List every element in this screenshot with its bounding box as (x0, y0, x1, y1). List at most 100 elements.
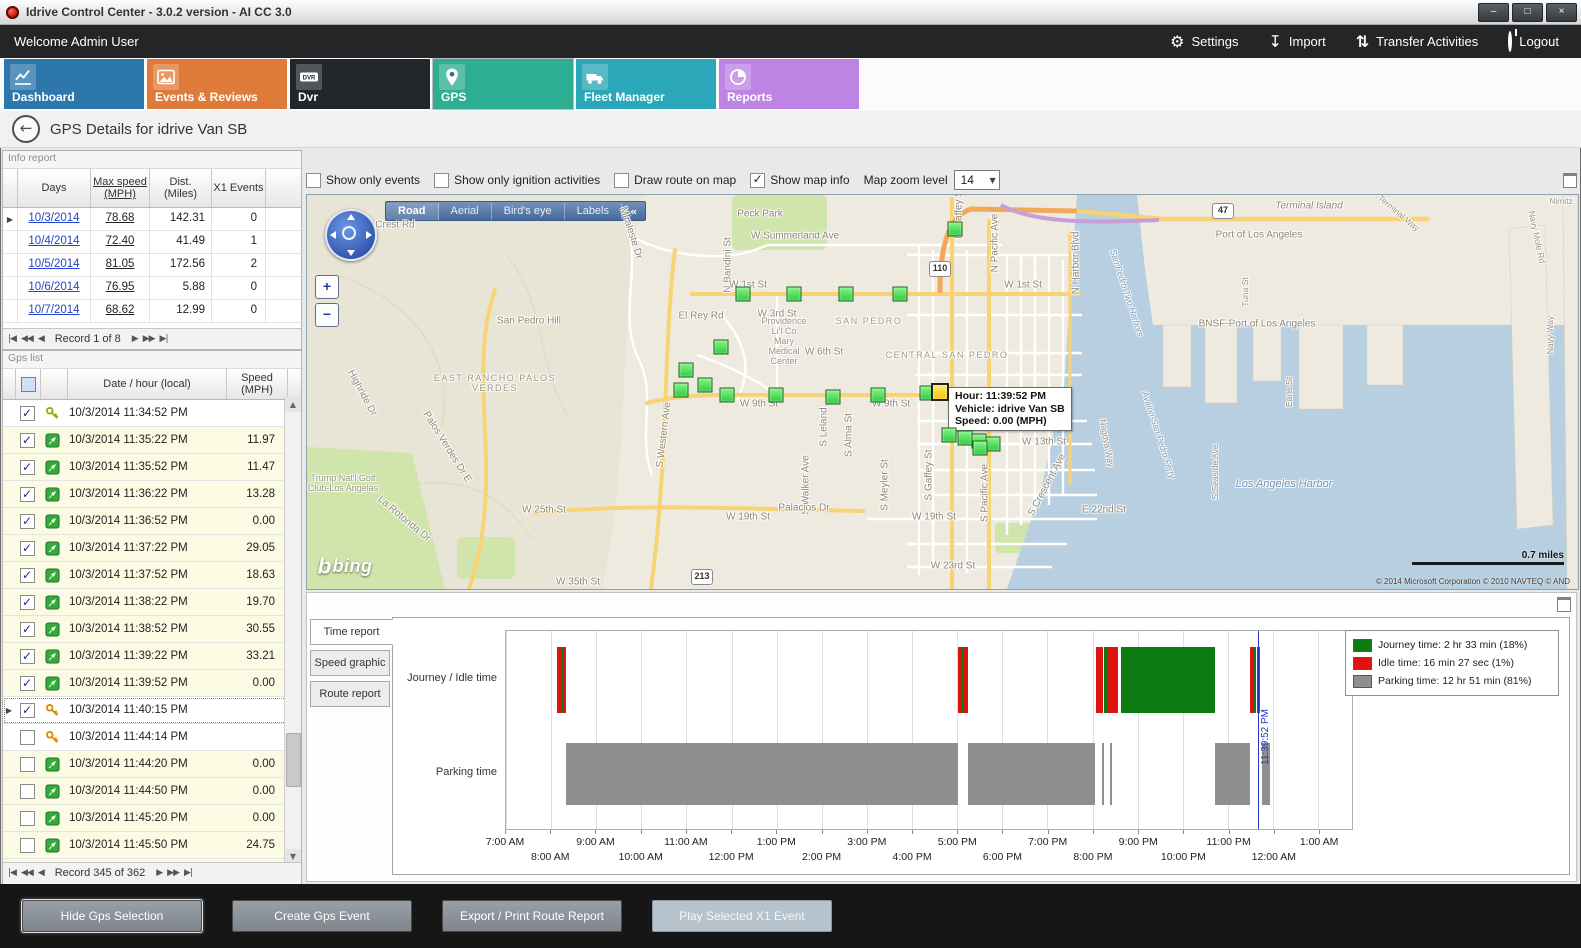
list-item[interactable]: 10/3/2014 11:35:52 PM 11.47 (3, 454, 301, 481)
checkbox[interactable] (434, 172, 450, 188)
scrollbar-thumb[interactable] (286, 733, 301, 788)
col-speed[interactable]: Speed (MPH) (227, 369, 288, 399)
collapse-map-panel-icon[interactable] (1563, 172, 1577, 188)
col-date-hour[interactable]: Date / hour (local) (68, 369, 227, 399)
list-item[interactable]: 10/3/2014 11:36:52 PM 0.00 (3, 508, 301, 535)
list-item[interactable]: 10/3/2014 11:45:50 PM 24.75 (3, 832, 301, 859)
close-button[interactable]: × (1546, 2, 1577, 22)
max-speed-link[interactable]: 76.95 (91, 277, 150, 299)
map-view-tab[interactable]: Aerial (439, 202, 492, 220)
list-item[interactable]: 10/3/2014 11:44:14 PM (3, 724, 301, 751)
chart-tab[interactable]: Route report (310, 681, 390, 707)
map-marker[interactable] (768, 387, 784, 403)
map-marker[interactable] (870, 387, 886, 403)
list-item[interactable]: 10/3/2014 11:37:22 PM 29.05 (3, 535, 301, 562)
checkbox[interactable] (750, 172, 766, 188)
maximize-button[interactable]: □ (1512, 2, 1543, 22)
map-zoom-select[interactable]: 14 ▼ (953, 170, 1000, 190)
row-checkbox[interactable] (19, 432, 35, 448)
row-checkbox[interactable] (19, 405, 35, 421)
next-page-button[interactable]: ▶▶ (167, 868, 180, 878)
row-checkbox[interactable] (19, 540, 35, 556)
list-item[interactable]: 10/3/2014 11:38:52 PM 30.55 (3, 616, 301, 643)
row-checkbox[interactable] (19, 783, 35, 799)
map-marker[interactable] (713, 339, 729, 355)
pan-north-arrow[interactable] (347, 214, 355, 220)
map-marker[interactable] (941, 427, 957, 443)
chart-tab[interactable]: Time report (310, 619, 393, 645)
day-link[interactable]: 10/3/2014 (28, 212, 80, 224)
col-days[interactable]: Days (18, 169, 91, 207)
map-canvas[interactable]: Road Aerial Bird's eye Labels « + − Hour… (306, 194, 1579, 590)
row-checkbox[interactable] (19, 648, 35, 664)
row-checkbox[interactable] (19, 810, 35, 826)
day-link[interactable]: 10/4/2014 (28, 235, 80, 247)
map-marker[interactable] (825, 389, 841, 405)
map-marker[interactable] (673, 382, 689, 398)
scroll-up-arrow[interactable]: ▲ (285, 397, 301, 412)
map-marker[interactable] (972, 440, 988, 456)
nav-tab[interactable]: DVR Dvr (290, 59, 430, 109)
prev-record-button[interactable]: ◀ (37, 868, 45, 878)
topbar-action[interactable]: ⚙ ↧ ⇅ Logout (1508, 30, 1559, 52)
checkbox[interactable] (614, 172, 630, 188)
list-item[interactable]: 10/3/2014 11:35:22 PM 11.97 (3, 427, 301, 454)
col-x1-events[interactable]: X1 Events (212, 169, 266, 207)
map-marker[interactable] (985, 436, 1001, 452)
map-option-checkbox[interactable]: Draw route on map (614, 172, 736, 188)
nav-tab[interactable]: DVR Fleet Manager (576, 59, 716, 109)
day-link[interactable]: 10/5/2014 (28, 258, 80, 270)
map-marker[interactable] (957, 430, 973, 446)
map-marker[interactable] (678, 362, 694, 378)
list-item[interactable]: 10/3/2014 11:40:15 PM (3, 697, 301, 724)
map-view-tab[interactable]: Road (386, 202, 439, 220)
table-row[interactable]: 10/5/2014 81.05 172.56 2 (3, 254, 301, 277)
map-zoom-out-button[interactable]: − (315, 303, 339, 327)
prev-page-button[interactable]: ◀◀ (20, 868, 34, 878)
row-checkbox[interactable] (19, 459, 35, 475)
map-marker[interactable] (838, 286, 854, 302)
map-compass-control[interactable] (325, 209, 377, 261)
row-checkbox[interactable] (19, 837, 35, 853)
nav-tab[interactable]: DVR Reports (719, 59, 859, 109)
footer-button[interactable]: Hide Gps Selection (22, 900, 202, 932)
nav-tab[interactable]: DVR Dashboard (4, 59, 144, 109)
next-page-button[interactable]: ▶▶ (142, 334, 156, 344)
map-marker[interactable] (892, 286, 908, 302)
next-record-button[interactable]: ▶ (156, 868, 163, 878)
map-option-checkbox[interactable]: Show only events (306, 172, 420, 188)
row-checkbox[interactable] (19, 675, 35, 691)
last-record-button[interactable]: ▶| (184, 868, 193, 878)
last-record-button[interactable]: ▶| (159, 334, 169, 344)
footer-button[interactable]: Create Gps Event (232, 900, 412, 932)
table-row[interactable]: 10/3/2014 78.68 142.31 0 (3, 208, 301, 231)
map-marker[interactable] (735, 286, 751, 302)
map-marker[interactable] (697, 377, 713, 393)
list-item[interactable]: 10/3/2014 11:34:52 PM (3, 400, 301, 427)
prev-page-button[interactable]: ◀◀ (20, 334, 34, 344)
col-max-speed[interactable]: Max speed (MPH) (91, 169, 150, 207)
table-row[interactable]: 10/7/2014 68.62 12.99 0 (3, 300, 301, 323)
day-link[interactable]: 10/6/2014 (28, 281, 80, 293)
list-item[interactable]: 10/3/2014 11:45:20 PM 0.00 (3, 805, 301, 832)
map-zoom-in-button[interactable]: + (315, 275, 339, 299)
chart-tab[interactable]: Speed graphic (310, 650, 390, 676)
row-checkbox[interactable] (19, 594, 35, 610)
pan-east-arrow[interactable] (366, 231, 372, 239)
list-item[interactable]: 10/3/2014 11:44:50 PM 0.00 (3, 778, 301, 805)
scroll-down-arrow[interactable]: ▼ (285, 849, 301, 864)
map-marker-selected[interactable] (931, 383, 949, 401)
nav-tab[interactable]: DVR GPS (433, 59, 573, 109)
list-item[interactable]: 10/3/2014 11:38:22 PM 19.70 (3, 589, 301, 616)
first-record-button[interactable]: |◀ (8, 868, 17, 878)
max-speed-link[interactable]: 78.68 (91, 208, 150, 230)
map-marker[interactable] (947, 221, 963, 237)
row-checkbox[interactable] (19, 513, 35, 529)
footer-button[interactable]: Export / Print Route Report (442, 900, 622, 932)
list-item[interactable]: 10/3/2014 11:44:20 PM 0.00 (3, 751, 301, 778)
list-item[interactable]: 10/3/2014 11:36:22 PM 13.28 (3, 481, 301, 508)
minimize-button[interactable]: – (1478, 2, 1509, 22)
map-view-tab[interactable]: Bird's eye (492, 202, 565, 220)
collapse-chart-panel-icon[interactable] (1557, 597, 1571, 612)
row-checkbox[interactable] (19, 567, 35, 583)
